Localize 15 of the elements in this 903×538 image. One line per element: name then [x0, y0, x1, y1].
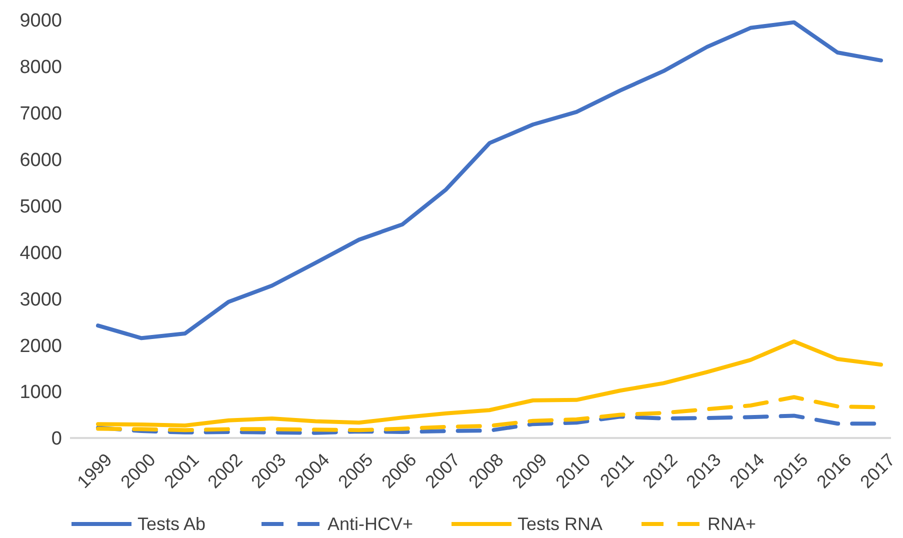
- y-tick-label: 2000: [20, 336, 62, 357]
- y-tick-label: 0: [51, 428, 62, 450]
- y-tick-label: 1000: [20, 382, 62, 404]
- legend-label: Tests RNA: [518, 514, 603, 534]
- y-tick-label: 7000: [20, 104, 62, 125]
- legend-label: Tests Ab: [138, 514, 206, 534]
- y-tick-label: 4000: [20, 242, 62, 264]
- y-tick-label: 5000: [20, 196, 62, 218]
- legend-label: Anti-HCV+: [328, 514, 414, 534]
- legend-label: RNA+: [708, 514, 756, 534]
- y-tick-label: 6000: [20, 150, 62, 171]
- y-tick-label: 8000: [20, 57, 62, 78]
- y-tick-label: 3000: [20, 289, 62, 310]
- y-tick-label: 9000: [20, 10, 62, 32]
- line-series: [96, 20, 883, 340]
